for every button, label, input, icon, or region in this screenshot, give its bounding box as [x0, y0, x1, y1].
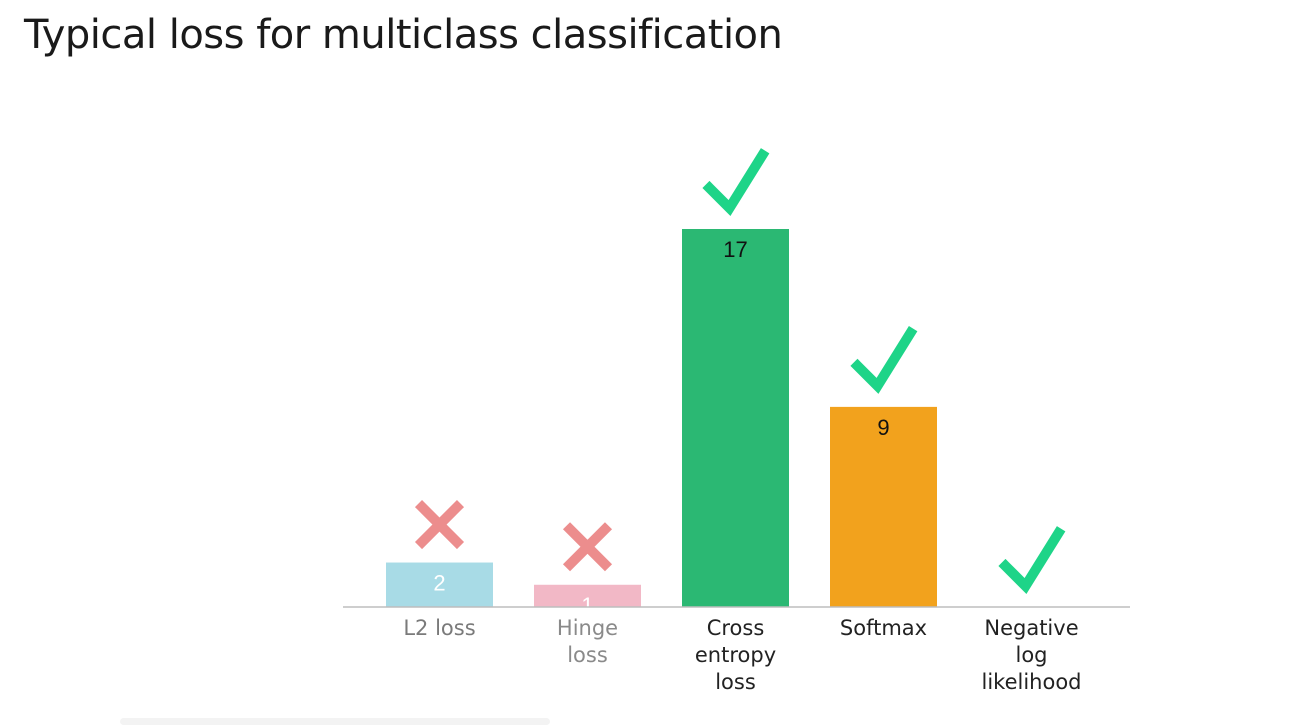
bar	[682, 229, 789, 607]
check-icon	[998, 526, 1066, 594]
data-label: 9	[877, 415, 889, 440]
cross-icon	[414, 499, 465, 550]
cross-icon	[562, 522, 613, 572]
bar	[830, 406, 937, 607]
category-label: Softmax	[840, 616, 927, 640]
category-label: Cross entropy loss	[695, 616, 776, 694]
scroll-track	[120, 718, 550, 725]
category-label: Hinge loss	[557, 616, 618, 667]
check-icon	[702, 148, 770, 216]
check-icon	[850, 325, 918, 394]
data-label: 2	[433, 571, 445, 596]
bar	[534, 584, 641, 607]
category-label: Negative log likelihood	[981, 616, 1081, 694]
data-label: 17	[723, 237, 747, 262]
page-title: Typical loss for multiclass classificati…	[24, 12, 783, 58]
bar	[386, 562, 493, 607]
category-label: L2 loss	[403, 616, 475, 640]
data-label: 1	[581, 593, 593, 618]
